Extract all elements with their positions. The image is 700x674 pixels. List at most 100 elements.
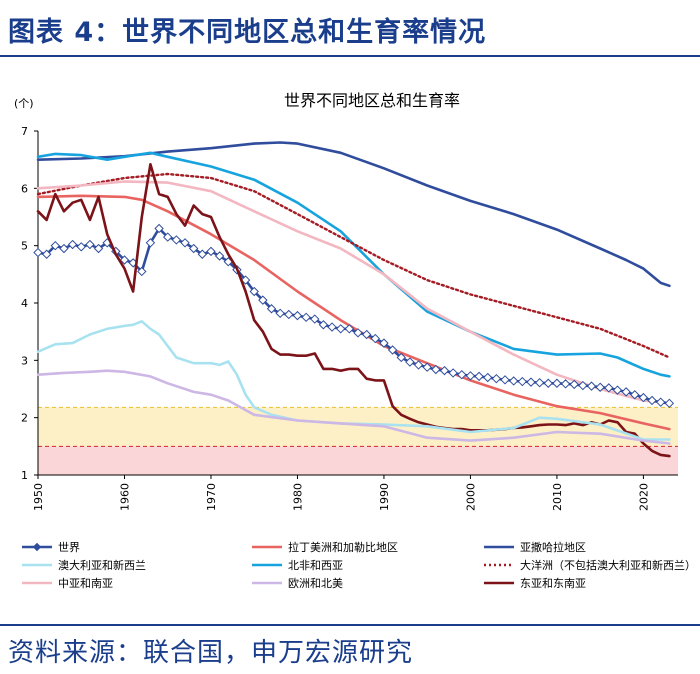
x-tick-label: 2020	[637, 483, 650, 511]
series-marker	[586, 381, 597, 391]
series-marker	[353, 328, 363, 338]
series-line	[36, 369, 671, 445]
series-marker	[630, 390, 640, 400]
series-marker	[240, 275, 251, 285]
series-marker	[560, 379, 571, 389]
x-tick-label: 2010	[551, 483, 564, 511]
threshold-bands	[38, 406, 678, 475]
series-marker	[154, 223, 164, 234]
legend-label: 中亚和南亚	[58, 577, 113, 590]
series-line	[36, 163, 671, 458]
series-marker	[483, 372, 493, 383]
legend-entry: 世界	[22, 541, 80, 554]
series-marker	[387, 345, 398, 355]
figure-title: 图表 4：世界不同地区总和生育率情况	[8, 17, 487, 48]
x-tick-label: 1970	[205, 483, 218, 511]
x-tick-label: 2000	[464, 483, 477, 511]
series-marker	[491, 373, 502, 384]
series-marker	[214, 251, 225, 261]
series-marker	[41, 249, 52, 259]
series-line	[36, 227, 671, 405]
series-marker	[431, 364, 441, 375]
chart-series	[33, 141, 675, 458]
x-tick-label: 1980	[291, 483, 304, 511]
series-marker	[335, 324, 346, 334]
legend-entry: 拉丁美洲和加勒比地区	[252, 540, 398, 554]
legend-label: 大洋洲（不包括澳大利亚和新西兰）	[520, 558, 696, 572]
y-tick-label: 6	[21, 182, 28, 195]
series-marker	[197, 249, 208, 259]
series-marker	[301, 312, 311, 323]
x-tick-label: 1950	[32, 483, 45, 511]
series-marker	[569, 379, 579, 390]
legend-label: 欧洲和北美	[288, 577, 343, 590]
series-marker	[396, 352, 406, 363]
series-marker	[275, 308, 285, 319]
x-tick-label: 1960	[118, 483, 131, 511]
legend-label: 世界	[58, 541, 80, 554]
series-marker	[67, 239, 78, 250]
series-marker	[474, 371, 484, 382]
series-marker	[249, 286, 259, 297]
legend-label: 澳大利亚和新西兰	[58, 558, 146, 572]
series-line	[36, 180, 671, 405]
y-tick-label: 5	[21, 240, 28, 253]
y-tick-label: 3	[21, 354, 28, 367]
series-marker	[655, 397, 666, 407]
series-marker	[137, 266, 147, 277]
legend-entry: 亚撒哈拉地区	[484, 540, 586, 554]
legend-entry: 澳大利亚和新西兰	[22, 558, 146, 572]
legend-label: 拉丁美洲和加勒比地区	[288, 540, 398, 554]
series-marker	[180, 238, 190, 248]
legend-entry: 中亚和南亚	[22, 577, 113, 590]
series-marker	[405, 357, 415, 367]
series-marker	[526, 377, 536, 387]
series-line	[36, 151, 671, 378]
y-axis-unit-label: (个)	[14, 97, 34, 110]
chart-axes: 1 2 3 4 5 6 7 1950 1960 1970 1980 1990 2000 2010 2020	[21, 125, 678, 511]
series-marker	[361, 329, 372, 340]
series-line	[36, 172, 671, 359]
series-marker	[50, 240, 61, 251]
series-marker	[621, 387, 631, 397]
series-marker	[578, 380, 588, 391]
series-marker	[59, 243, 69, 254]
series-marker	[327, 322, 337, 332]
series-marker	[258, 295, 268, 305]
series-marker	[508, 376, 519, 386]
y-tick-label: 4	[21, 297, 28, 310]
series-marker	[344, 324, 355, 334]
series-marker	[604, 383, 614, 393]
series-marker	[595, 382, 605, 392]
chart-title: 世界不同地区总和生育率	[284, 91, 460, 110]
series-line	[36, 320, 671, 441]
source-note: 资料来源：联合国，申万宏源研究	[8, 638, 414, 668]
series-marker	[266, 304, 277, 314]
series-marker	[163, 232, 173, 242]
series-marker	[534, 377, 545, 388]
y-tick-label: 2	[21, 412, 28, 425]
series-marker	[612, 385, 623, 395]
series-marker	[370, 333, 381, 344]
series-marker	[439, 365, 450, 376]
series-marker	[543, 378, 553, 388]
series-marker	[517, 376, 528, 387]
series-marker	[33, 247, 43, 258]
series-marker	[422, 362, 432, 372]
series-marker	[119, 255, 130, 265]
series-marker	[310, 314, 320, 324]
series-marker	[638, 392, 649, 403]
legend-entry: 北非和西亚	[252, 559, 343, 572]
series-marker	[206, 246, 216, 257]
series-marker	[465, 371, 476, 381]
legend-entry: 欧洲和北美	[252, 577, 343, 590]
legend-label: 亚撒哈拉地区	[520, 540, 586, 554]
y-tick-label: 7	[21, 125, 28, 138]
red-band	[38, 446, 678, 475]
series-marker	[85, 239, 95, 250]
footer-divider	[0, 624, 700, 626]
y-tick-label: 1	[21, 469, 28, 482]
series-marker	[76, 242, 86, 252]
